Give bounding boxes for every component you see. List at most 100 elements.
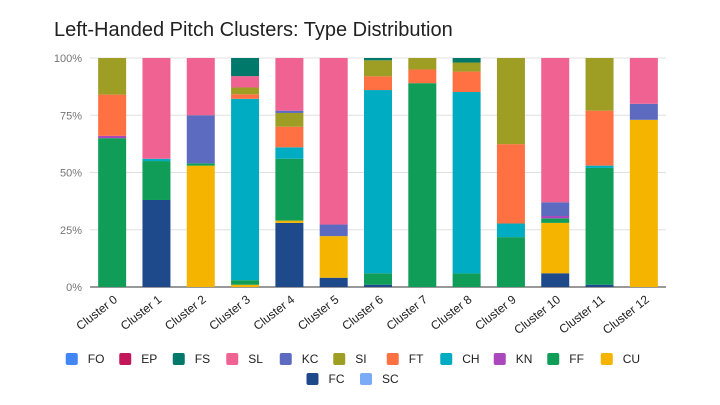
bar-segment-kc (275, 110, 304, 113)
bar-segment-ft (275, 126, 304, 148)
bar-segment-fc (541, 273, 570, 287)
legend-swatch-fo (65, 353, 78, 365)
legend-label: KN (516, 352, 533, 366)
legend-label: FO (88, 352, 105, 366)
legend-swatch-kn (493, 353, 506, 365)
legend-label: CU (623, 352, 640, 366)
x-tick-label: Cluster 1 (118, 292, 165, 333)
bar-segment-ft (408, 69, 437, 84)
bar-segment-fc (585, 284, 614, 287)
legend-label: FS (195, 352, 210, 366)
bar-segment-ft (585, 110, 614, 166)
bar-segment-ff (585, 167, 614, 285)
bar-segment-ch (364, 90, 392, 274)
bar-segment-kc (629, 103, 658, 120)
legend-label: CH (462, 352, 479, 366)
legend-swatch-ch (440, 353, 453, 365)
bar-segment-ff (98, 138, 127, 287)
legend-label: FF (569, 352, 584, 366)
bar-segment-cu (629, 119, 658, 287)
bar-segment-ft (452, 71, 481, 93)
bar-segment-si (496, 58, 525, 145)
bar-segment-sl (186, 58, 215, 116)
bar-segment-si (98, 58, 127, 95)
x-tick-label: Cluster 0 (74, 292, 121, 333)
legend-swatch-sl (226, 353, 239, 365)
bar-segment-sl (541, 58, 570, 203)
bar-segment-ft (231, 94, 260, 99)
chart-title: Left-Handed Pitch Clusters: Type Distrib… (54, 19, 453, 41)
bar-segment-ch (231, 98, 260, 281)
bar-segment-kn (541, 216, 570, 219)
y-tick-label: 100% (54, 53, 82, 65)
bar-segment-ff (186, 163, 215, 166)
bar-segment-cu (541, 222, 570, 274)
bar-segment-ff (364, 273, 392, 285)
bar-segment-ff (452, 273, 481, 287)
legend-swatch-cu (600, 353, 613, 365)
legend: FO EP FS SL KC SI FT CH KN FF CU FC SC (65, 352, 640, 386)
x-tick-label: Cluster 11 (556, 292, 607, 336)
x-tick-label: Cluster 4 (251, 292, 298, 333)
y-tick-label: 25% (60, 225, 82, 237)
bar-segment-si (231, 87, 260, 95)
bar-segment-cu (186, 165, 215, 287)
x-tick-label: Cluster 12 (600, 292, 652, 337)
bar-segment-ff (496, 237, 525, 287)
bar-segment-ft (496, 144, 525, 224)
legend-swatch-ft (386, 353, 399, 365)
bar-segment-cu (275, 220, 304, 223)
bars (98, 58, 658, 287)
bar-segment-si (585, 58, 614, 111)
legend-swatch-fs (172, 353, 185, 365)
legend-label: FC (329, 372, 345, 386)
bar-segment-ch (585, 165, 614, 168)
x-tick-label: Cluster 5 (295, 292, 342, 333)
legend-label: KC (302, 352, 319, 366)
y-axis-ticks: 0% 25% 50% 75% 100% (54, 53, 82, 294)
legend-swatch-sc (360, 373, 372, 385)
bar-segment-ff (231, 280, 260, 285)
bar-segment-kc (319, 224, 348, 237)
bar-segment-ft (98, 94, 127, 136)
bar-segment-ch (496, 223, 525, 238)
x-tick-label: Cluster 3 (206, 292, 253, 333)
x-tick-label: Cluster 8 (428, 292, 475, 333)
bar-segment-si (364, 60, 392, 77)
bar-segment-ff (541, 218, 570, 223)
bar-segment-kc (541, 202, 570, 217)
bar-segment-fs (364, 58, 392, 61)
legend-swatch-kc (279, 353, 292, 365)
bar-segment-ch (142, 158, 171, 162)
bar-segment-sl (275, 58, 304, 111)
legend-label: EP (141, 352, 157, 366)
bar-segment-fc (319, 277, 348, 287)
bar-segment-kc (186, 115, 215, 164)
bar-segment-kn (98, 135, 127, 139)
bar-segment-ch (452, 92, 481, 274)
legend-label: SL (248, 352, 263, 366)
bar-segment-si (408, 58, 437, 70)
bar-segment-cu (319, 236, 348, 278)
bar-segment-ff (408, 83, 437, 287)
y-tick-label: 50% (60, 168, 82, 180)
bar-segment-ff (142, 161, 171, 200)
y-tick-label: 75% (60, 110, 82, 122)
bar-segment-ff (275, 158, 304, 221)
legend-label: SI (355, 352, 366, 366)
bar-segment-fs (231, 58, 260, 77)
bar-segment-cu (231, 284, 260, 287)
bar-segment-fs (452, 58, 481, 63)
bar-segment-ch (275, 147, 304, 159)
x-tick-label: Cluster 7 (384, 292, 431, 333)
bar-segment-sl (629, 58, 658, 104)
bar-segment-fc (142, 199, 171, 287)
bar-segment-ft (364, 76, 392, 91)
legend-swatch-fc (306, 373, 319, 385)
bar-segment-fc (364, 284, 392, 287)
x-tick-label: Cluster 2 (162, 292, 209, 333)
bar-segment-si (275, 112, 304, 127)
x-tick-label: Cluster 6 (339, 292, 386, 333)
